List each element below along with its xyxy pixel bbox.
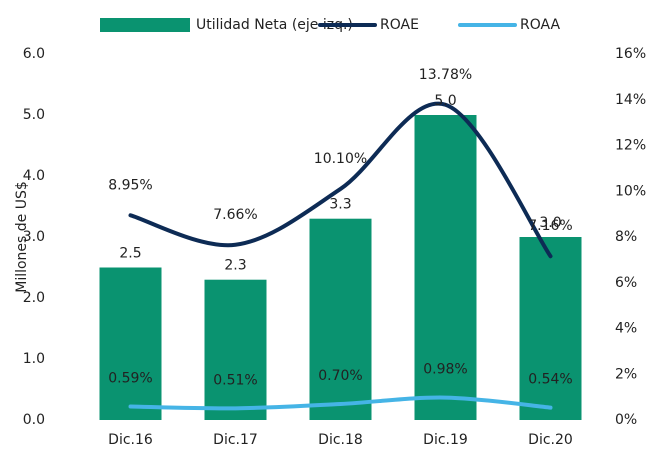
y-axis-label: Millones de US$ (14, 181, 30, 293)
y-tick-label: 4.0 (23, 168, 45, 184)
bar (519, 237, 582, 420)
legend-label: ROAE (380, 17, 419, 33)
line (128, 101, 553, 259)
y-tick-label: 1.0 (23, 351, 45, 367)
data-label: 0.70% (318, 368, 362, 384)
x-tick-label: Dic.19 (423, 432, 468, 448)
y2-tick-label: 2% (615, 366, 637, 382)
y2-tick-label: 0% (615, 412, 637, 428)
y2-tick-label: 16% (615, 46, 646, 62)
data-label: 2.5 (119, 246, 141, 262)
x-tick-label: Dic.20 (528, 432, 573, 448)
x-tick-label: Dic.18 (318, 432, 363, 448)
legend-swatch (100, 18, 190, 32)
y-tick-label: 3.0 (23, 229, 45, 245)
x-tick-label: Dic.16 (108, 432, 153, 448)
data-label: 0.59% (108, 371, 152, 387)
data-label: 3.3 (329, 197, 351, 213)
y-tick-label: 6.0 (23, 46, 45, 62)
data-label: 8.95% (108, 177, 152, 193)
bar (414, 115, 477, 420)
y-tick-label: 5.0 (23, 107, 45, 123)
y2-tick-label: 6% (615, 275, 637, 291)
data-label: 5.0 (434, 93, 456, 109)
data-label: 3.0 (539, 215, 561, 231)
y2-tick-label: 12% (615, 138, 646, 154)
bar (309, 218, 372, 420)
bar (99, 267, 162, 420)
bar (204, 279, 267, 420)
data-label: 7.16% (528, 218, 572, 234)
data-label: 0.51% (213, 372, 257, 388)
y2-tick-label: 4% (615, 321, 637, 337)
y-tick-label: 2.0 (23, 290, 45, 306)
y2-tick-label: 14% (615, 92, 646, 108)
y2-tick-label: 8% (615, 229, 637, 245)
data-label: 0.54% (528, 372, 572, 388)
x-tick-label: Dic.17 (213, 432, 258, 448)
data-label: 0.98% (423, 362, 467, 378)
data-label: 2.3 (224, 258, 246, 274)
data-label: 10.10% (314, 151, 367, 167)
data-label: 7.66% (213, 207, 257, 223)
data-label: 13.78% (419, 67, 472, 83)
y2-tick-label: 10% (615, 183, 646, 199)
legend-label: ROAA (520, 17, 560, 33)
line (128, 395, 553, 411)
y-tick-label: 0.0 (23, 412, 45, 428)
legend-label: Utilidad Neta (eje izq.) (196, 17, 353, 33)
